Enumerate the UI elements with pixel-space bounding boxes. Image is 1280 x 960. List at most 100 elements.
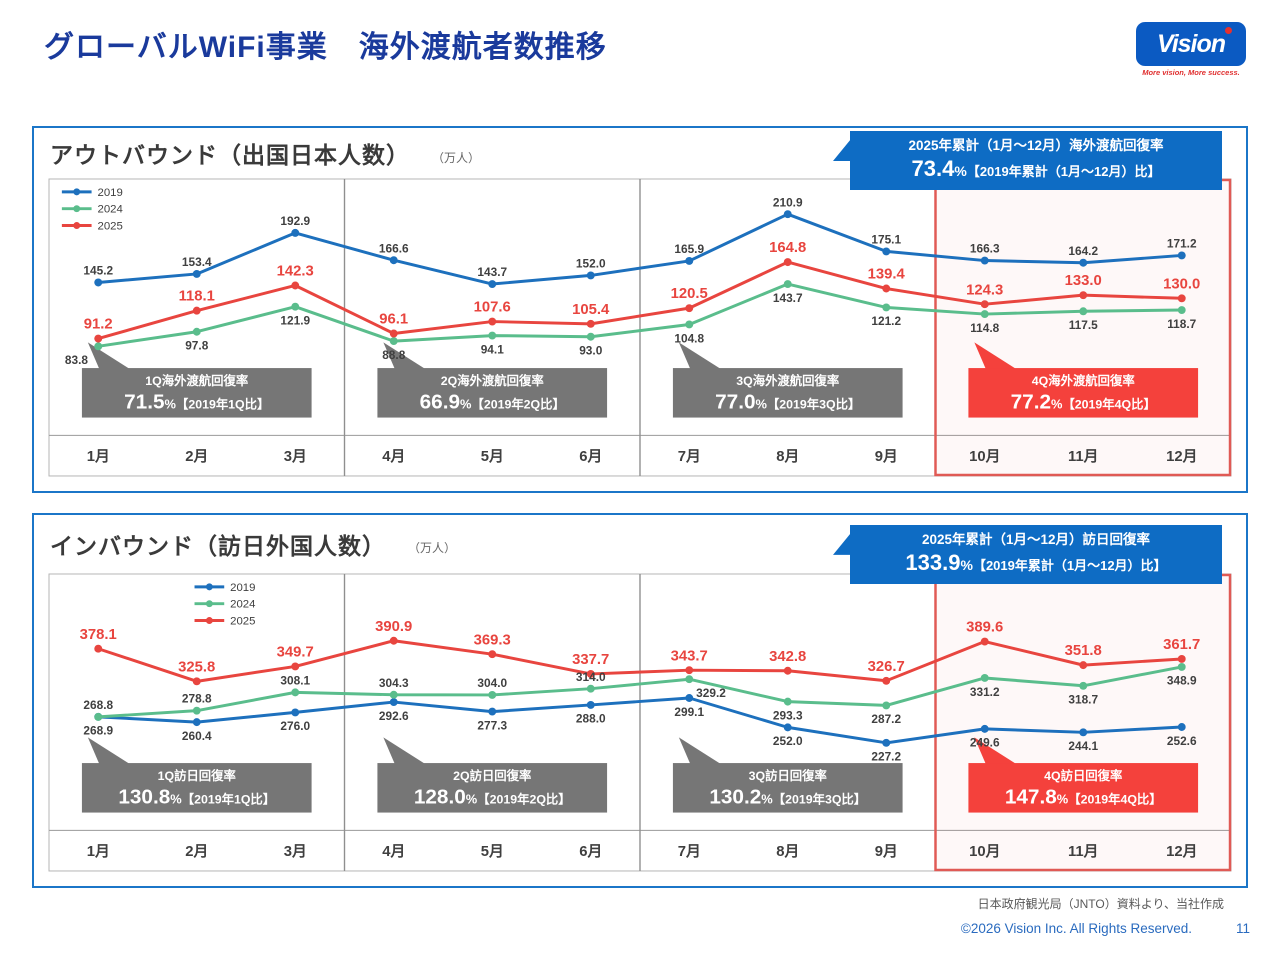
line-2019	[98, 696, 1182, 745]
value-label: 121.2	[871, 314, 901, 328]
value-label: 175.1	[871, 232, 901, 246]
outbound-panel: アウトバウンド（出国日本人数） （万人） 2025年累計（1月～12月）海外渡航…	[32, 126, 1248, 493]
point-2024	[1079, 307, 1088, 316]
point-2025	[685, 304, 694, 313]
value-label: 97.8	[185, 339, 208, 353]
quarter-box: 2Q訪日回復率 128.0%【2019年2Q比】	[377, 737, 608, 813]
point-2024	[882, 701, 891, 710]
svg-text:71.5%【2019年1Q比】: 71.5%【2019年1Q比】	[124, 391, 269, 414]
point-2024	[291, 302, 300, 311]
value-label: 260.4	[182, 729, 212, 743]
value-label: 277.3	[477, 718, 507, 732]
point-2019	[685, 257, 694, 265]
point-2025	[94, 334, 103, 343]
vision-logo-tagline: More vision, More success.	[1142, 68, 1240, 77]
line-2025	[97, 639, 1182, 683]
point-2019	[389, 256, 398, 265]
month-label: 3月	[284, 448, 307, 465]
svg-text:3Q訪日回復率: 3Q訪日回復率	[749, 768, 827, 783]
month-label: 11月	[1068, 448, 1099, 465]
value-label: 117.5	[1069, 318, 1098, 332]
svg-text:4Q海外渡航回復率: 4Q海外渡航回復率	[1032, 373, 1135, 388]
value-label: 96.1	[379, 312, 408, 328]
value-label: 121.9	[280, 314, 310, 328]
value-label: 210.9	[773, 195, 803, 209]
point-2024	[94, 342, 103, 351]
value-label: 304.0	[477, 676, 507, 690]
value-label: 171.2	[1167, 237, 1197, 251]
point-2019	[882, 738, 891, 747]
month-label: 3月	[284, 843, 307, 860]
point-2025	[94, 644, 103, 653]
svg-text:2025: 2025	[230, 615, 255, 627]
badge-suffix: 【2019年累計（1月～12月）比】	[972, 558, 1167, 574]
point-2025	[783, 258, 792, 267]
value-label: 325.8	[178, 659, 215, 675]
svg-text:1Q訪日回復率: 1Q訪日回復率	[158, 768, 236, 783]
footer-copyright: ©2026 Vision Inc. All Rights Reserved.	[960, 920, 1192, 936]
month-label: 12月	[1166, 448, 1197, 465]
point-2024	[488, 690, 497, 699]
inbound-panel: インバウンド（訪日外国人数） （万人） 2025年累計（1月～12月）訪日回復率…	[32, 512, 1248, 888]
unit-label: （万人）	[408, 541, 457, 556]
point-2019	[783, 210, 792, 219]
month-label: 9月	[875, 843, 898, 860]
badge-percent: %	[960, 557, 973, 574]
point-2025	[980, 300, 989, 309]
point-2019	[783, 723, 792, 732]
value-label: 337.7	[572, 652, 609, 668]
point-2019	[980, 724, 989, 733]
outbound-panel-head: アウトバウンド（出国日本人数） （万人）	[34, 128, 1246, 178]
point-2025	[1079, 661, 1088, 670]
month-label: 7月	[678, 448, 701, 465]
point-2024	[94, 712, 103, 721]
legend-item-2024: 2024	[194, 599, 255, 611]
value-label: 292.6	[379, 709, 409, 723]
month-label: 10月	[969, 448, 1000, 465]
value-label: 133.0	[1065, 273, 1102, 289]
svg-text:2024: 2024	[98, 204, 123, 216]
month-label: 1月	[87, 843, 110, 860]
line-2019	[98, 212, 1182, 286]
svg-text:2024: 2024	[230, 599, 255, 611]
value-label: 268.8	[83, 698, 113, 712]
logo-dot-icon	[1225, 27, 1232, 34]
inbound-summary-badge: 2025年累計（1月～12月）訪日回復率 133.9%【2019年累計（1月～1…	[833, 524, 1222, 584]
value-label: 165.9	[674, 242, 704, 256]
month-label: 11月	[1068, 843, 1099, 860]
footer-page-number: 11	[1235, 920, 1250, 936]
value-label: 244.1	[1068, 739, 1098, 753]
month-label: 1月	[87, 448, 110, 465]
legend-item-2024: 2024	[61, 204, 123, 216]
vision-logo-box: Vision	[1136, 22, 1246, 66]
value-label: 389.6	[966, 620, 1003, 636]
value-label: 278.8	[182, 692, 212, 706]
svg-text:128.0%【2019年2Q比】: 128.0%【2019年2Q比】	[414, 786, 571, 809]
footer: ©2026 Vision Inc. All Rights Reserved. 1…	[0, 921, 1250, 936]
point-2025	[1177, 294, 1186, 303]
point-2025	[783, 666, 792, 675]
value-label: 390.9	[375, 619, 412, 635]
badge-line2: 133.9%【2019年累計（1月～12月）比】	[858, 550, 1214, 576]
point-2024	[882, 303, 891, 312]
point-2025	[882, 284, 891, 293]
value-label: 343.7	[671, 648, 708, 664]
badge-percent: %	[954, 163, 967, 180]
point-2025	[586, 669, 595, 678]
value-label: 252.6	[1167, 734, 1197, 748]
value-label: 252.0	[773, 734, 803, 748]
value-label: 308.1	[280, 673, 310, 687]
value-label: 91.2	[84, 317, 113, 333]
month-label: 7月	[678, 843, 701, 860]
value-label: 287.2	[871, 712, 901, 726]
value-label: 361.7	[1163, 637, 1200, 653]
page-title: グローバルWiFi事業 海外渡航者数推移	[44, 31, 607, 64]
point-2024	[1177, 662, 1186, 671]
quarter-box: 1Q海外渡航回復率 71.5%【2019年1Q比】	[81, 342, 312, 418]
legend-item-2019: 2019	[194, 582, 255, 594]
value-label: 288.0	[576, 712, 606, 726]
point-2025	[1177, 654, 1186, 663]
value-label: 139.4	[868, 267, 906, 283]
point-2025	[192, 306, 201, 315]
